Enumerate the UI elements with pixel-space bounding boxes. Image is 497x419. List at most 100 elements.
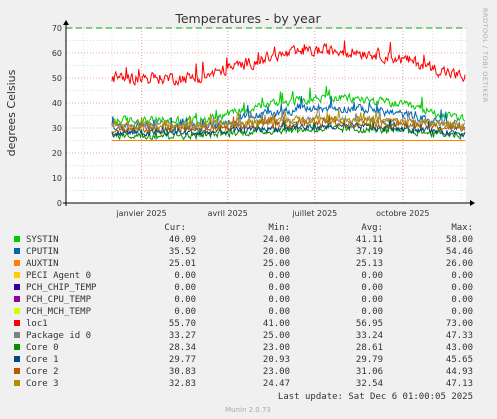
legend-name: Core 1	[26, 355, 59, 365]
legend-min: 24.00	[263, 235, 290, 245]
legend-cur: 40.09	[169, 235, 196, 245]
legend-max: 44.93	[446, 367, 473, 377]
legend-cur: 32.83	[169, 379, 196, 389]
legend-avg: 0.00	[361, 295, 383, 305]
y-tick-label: 0	[57, 199, 62, 208]
legend-swatch	[14, 248, 20, 254]
legend-swatch	[14, 272, 20, 278]
legend-header-max: Max:	[451, 223, 473, 233]
y-tick-label: 60	[52, 49, 62, 58]
legend-swatch	[14, 260, 20, 266]
legend-header-cur: Cur:	[164, 223, 186, 233]
legend-swatch	[14, 236, 20, 242]
legend-name: AUXTIN	[26, 259, 59, 269]
legend-table: Cur: Min: Avg: Max: SYSTIN 40.09 24.00 41.1…	[14, 223, 473, 389]
legend-avg: 31.06	[356, 367, 383, 377]
legend-min: 20.00	[263, 247, 290, 257]
legend-min: 0.00	[268, 271, 290, 281]
legend-cur: 55.70	[169, 319, 196, 329]
legend-name: PCH_MCH_TEMP	[26, 307, 92, 317]
legend-cur: 0.00	[174, 295, 196, 305]
legend-avg: 41.11	[356, 235, 383, 245]
x-tick-label: octobre 2025	[376, 209, 429, 218]
legend-min: 0.00	[268, 283, 290, 293]
legend-cur: 30.83	[169, 367, 196, 377]
legend-cur: 0.00	[174, 271, 196, 281]
legend-swatch	[14, 320, 20, 326]
legend-swatch	[14, 308, 20, 314]
legend-min: 23.00	[263, 367, 290, 377]
legend-swatch	[14, 380, 20, 386]
legend-max: 47.13	[446, 379, 473, 389]
legend-min: 25.00	[263, 331, 290, 341]
y-tick-label: 50	[52, 74, 62, 83]
legend-swatch	[14, 344, 20, 350]
legend-row: PECI Agent 0 0.00 0.00 0.00 0.00	[14, 271, 473, 281]
legend-max: 58.00	[446, 235, 473, 245]
legend-avg: 0.00	[361, 271, 383, 281]
legend-avg: 28.61	[356, 343, 383, 353]
series-line-loc1	[111, 40, 466, 87]
legend-row: Package id 0 33.27 25.00 33.24 47.33	[14, 331, 473, 341]
legend-name: Package id 0	[26, 331, 91, 341]
legend-cur: 25.01	[169, 259, 196, 269]
legend-avg: 32.54	[356, 379, 383, 389]
y-tick-label: 20	[52, 149, 62, 158]
legend-row: PCH_MCH_TEMP 0.00 0.00 0.00 0.00	[14, 307, 473, 317]
legend-min: 41.00	[263, 319, 290, 329]
legend-name: CPUTIN	[26, 247, 59, 257]
series-line-core-2	[111, 114, 466, 134]
legend-max: 0.00	[451, 295, 473, 305]
plot-area: 0 10 20 30 40 50 60 70 janvier 2025 avril 2025 jui…	[52, 20, 475, 218]
legend-row: SYSTIN 40.09 24.00 41.11 58.00	[14, 235, 473, 245]
x-tick-label: juillet 2025	[291, 209, 337, 218]
legend-cur: 29.77	[169, 355, 196, 365]
legend-name: Core 2	[26, 367, 59, 377]
legend-max: 73.00	[446, 319, 473, 329]
legend-avg: 37.19	[356, 247, 383, 257]
legend-max: 43.00	[446, 343, 473, 353]
legend-cur: 33.27	[169, 331, 196, 341]
legend-avg: 33.24	[356, 331, 383, 341]
legend-name: SYSTIN	[26, 235, 59, 245]
rrdtool-watermark: RRDTOOL / TOBI OETIKER	[481, 8, 489, 103]
legend-max: 0.00	[451, 271, 473, 281]
legend-name: PECI Agent 0	[26, 271, 91, 281]
series-line-core-3	[111, 109, 466, 131]
legend-max: 0.00	[451, 307, 473, 317]
legend-min: 23.00	[263, 343, 290, 353]
legend-max: 0.00	[451, 283, 473, 293]
x-tick-label: janvier 2025	[115, 209, 166, 218]
legend-avg: 29.79	[356, 355, 383, 365]
chart-title: Temperatures - by year	[174, 11, 321, 26]
y-tick-label: 70	[52, 24, 62, 33]
legend-row: loc1 55.70 41.00 56.95 73.00	[14, 319, 473, 329]
y-tick-label: 30	[52, 124, 62, 133]
legend-row: PCH_CHIP_TEMP 0.00 0.00 0.00 0.00	[14, 283, 473, 293]
legend-max: 47.33	[446, 331, 473, 341]
y-tick-label: 10	[52, 174, 62, 183]
legend-min: 0.00	[268, 295, 290, 305]
legend-max: 54.46	[446, 247, 473, 257]
legend-max: 26.00	[446, 259, 473, 269]
legend-avg: 56.95	[356, 319, 383, 329]
legend-row: PCH_CPU_TEMP 0.00 0.00 0.00 0.00	[14, 295, 473, 305]
legend-cur: 28.34	[169, 343, 196, 353]
legend-avg: 25.13	[356, 259, 383, 269]
legend-header-avg: Avg:	[361, 223, 383, 233]
legend-name: loc1	[26, 319, 48, 329]
munin-version: Munin 2.0.73	[225, 406, 271, 414]
legend-row: Core 1 29.77 20.93 29.79 45.65	[14, 355, 473, 365]
last-update: Last update: Sat Dec 6 01:00:05 2025	[278, 392, 473, 402]
legend-cur: 0.00	[174, 283, 196, 293]
legend-cur: 0.00	[174, 307, 196, 317]
legend-name: PCH_CHIP_TEMP	[26, 283, 97, 293]
legend-row: AUXTIN 25.01 25.00 25.13 26.00	[14, 259, 473, 269]
legend-row: CPUTIN 35.52 20.00 37.19 54.46	[14, 247, 473, 257]
legend-swatch	[14, 284, 20, 290]
y-axis-label: degrees Celsius	[5, 69, 18, 156]
legend-row: Core 2 30.83 23.00 31.06 44.93	[14, 367, 473, 377]
legend-cur: 35.52	[169, 247, 196, 257]
legend-swatch	[14, 332, 20, 338]
